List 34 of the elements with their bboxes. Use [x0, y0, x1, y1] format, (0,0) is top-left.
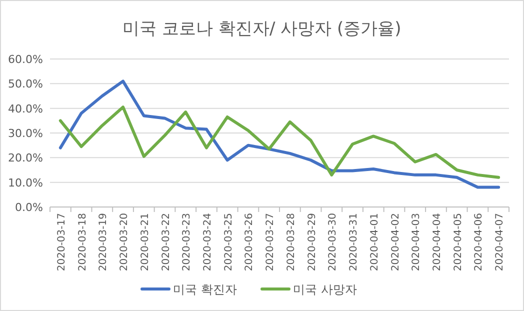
y-tick-label: 0.0% — [15, 201, 43, 214]
y-tick-label: 30.0% — [8, 127, 43, 140]
y-tick-label: 10.0% — [8, 176, 43, 190]
x-tick-label: 2020-03-20 — [119, 213, 130, 272]
x-tick-label: 2020-04-05 — [452, 213, 464, 272]
x-tick-label: 2020-03-23 — [182, 213, 193, 272]
x-tick-label: 2020-03-25 — [223, 213, 234, 272]
x-tick-label: 2020-03-26 — [244, 213, 256, 272]
x-tick-label: 2020-04-07 — [494, 213, 506, 272]
x-tick-label: 2020-04-01 — [369, 213, 380, 272]
line-series — [58, 106, 500, 179]
x-tick-label: 2020-03-19 — [98, 213, 110, 272]
y-tick-label: 40.0% — [8, 102, 43, 116]
x-tick-label: 2020-03-18 — [77, 213, 88, 272]
x-tick-label: 2020-04-06 — [474, 213, 485, 272]
x-tick-label: 2020-03-24 — [202, 213, 214, 272]
x-tick-label: 2020-03-27 — [265, 213, 276, 272]
y-tick-label: 20.0% — [8, 152, 43, 165]
x-tick-label: 2020-03-28 — [286, 213, 297, 272]
x-tick-label: 2020-03-29 — [306, 213, 318, 272]
x-tick-label: 2020-03-31 — [348, 213, 360, 272]
x-tick-label: 2020-03-21 — [140, 213, 151, 272]
chart-title: 미국 코로나 확진자/ 사망자 (증가율) — [122, 19, 402, 39]
line-series — [58, 80, 500, 189]
x-tick-label: 2020-03-30 — [328, 213, 339, 272]
x-tick-label: 2020-03-17 — [56, 213, 68, 272]
x-tick-label: 2020-04-03 — [411, 213, 422, 272]
x-tick-label: 2020-04-02 — [390, 213, 402, 272]
y-tick-label: 60.0% — [8, 53, 43, 66]
x-tick-label: 2020-04-04 — [432, 213, 443, 272]
x-tick-label: 2020-03-22 — [160, 213, 172, 272]
legend-label: 미국 사망자 — [293, 282, 357, 296]
legend-label: 미국 확진자 — [173, 282, 237, 296]
y-tick-label: 50.0% — [8, 78, 43, 91]
